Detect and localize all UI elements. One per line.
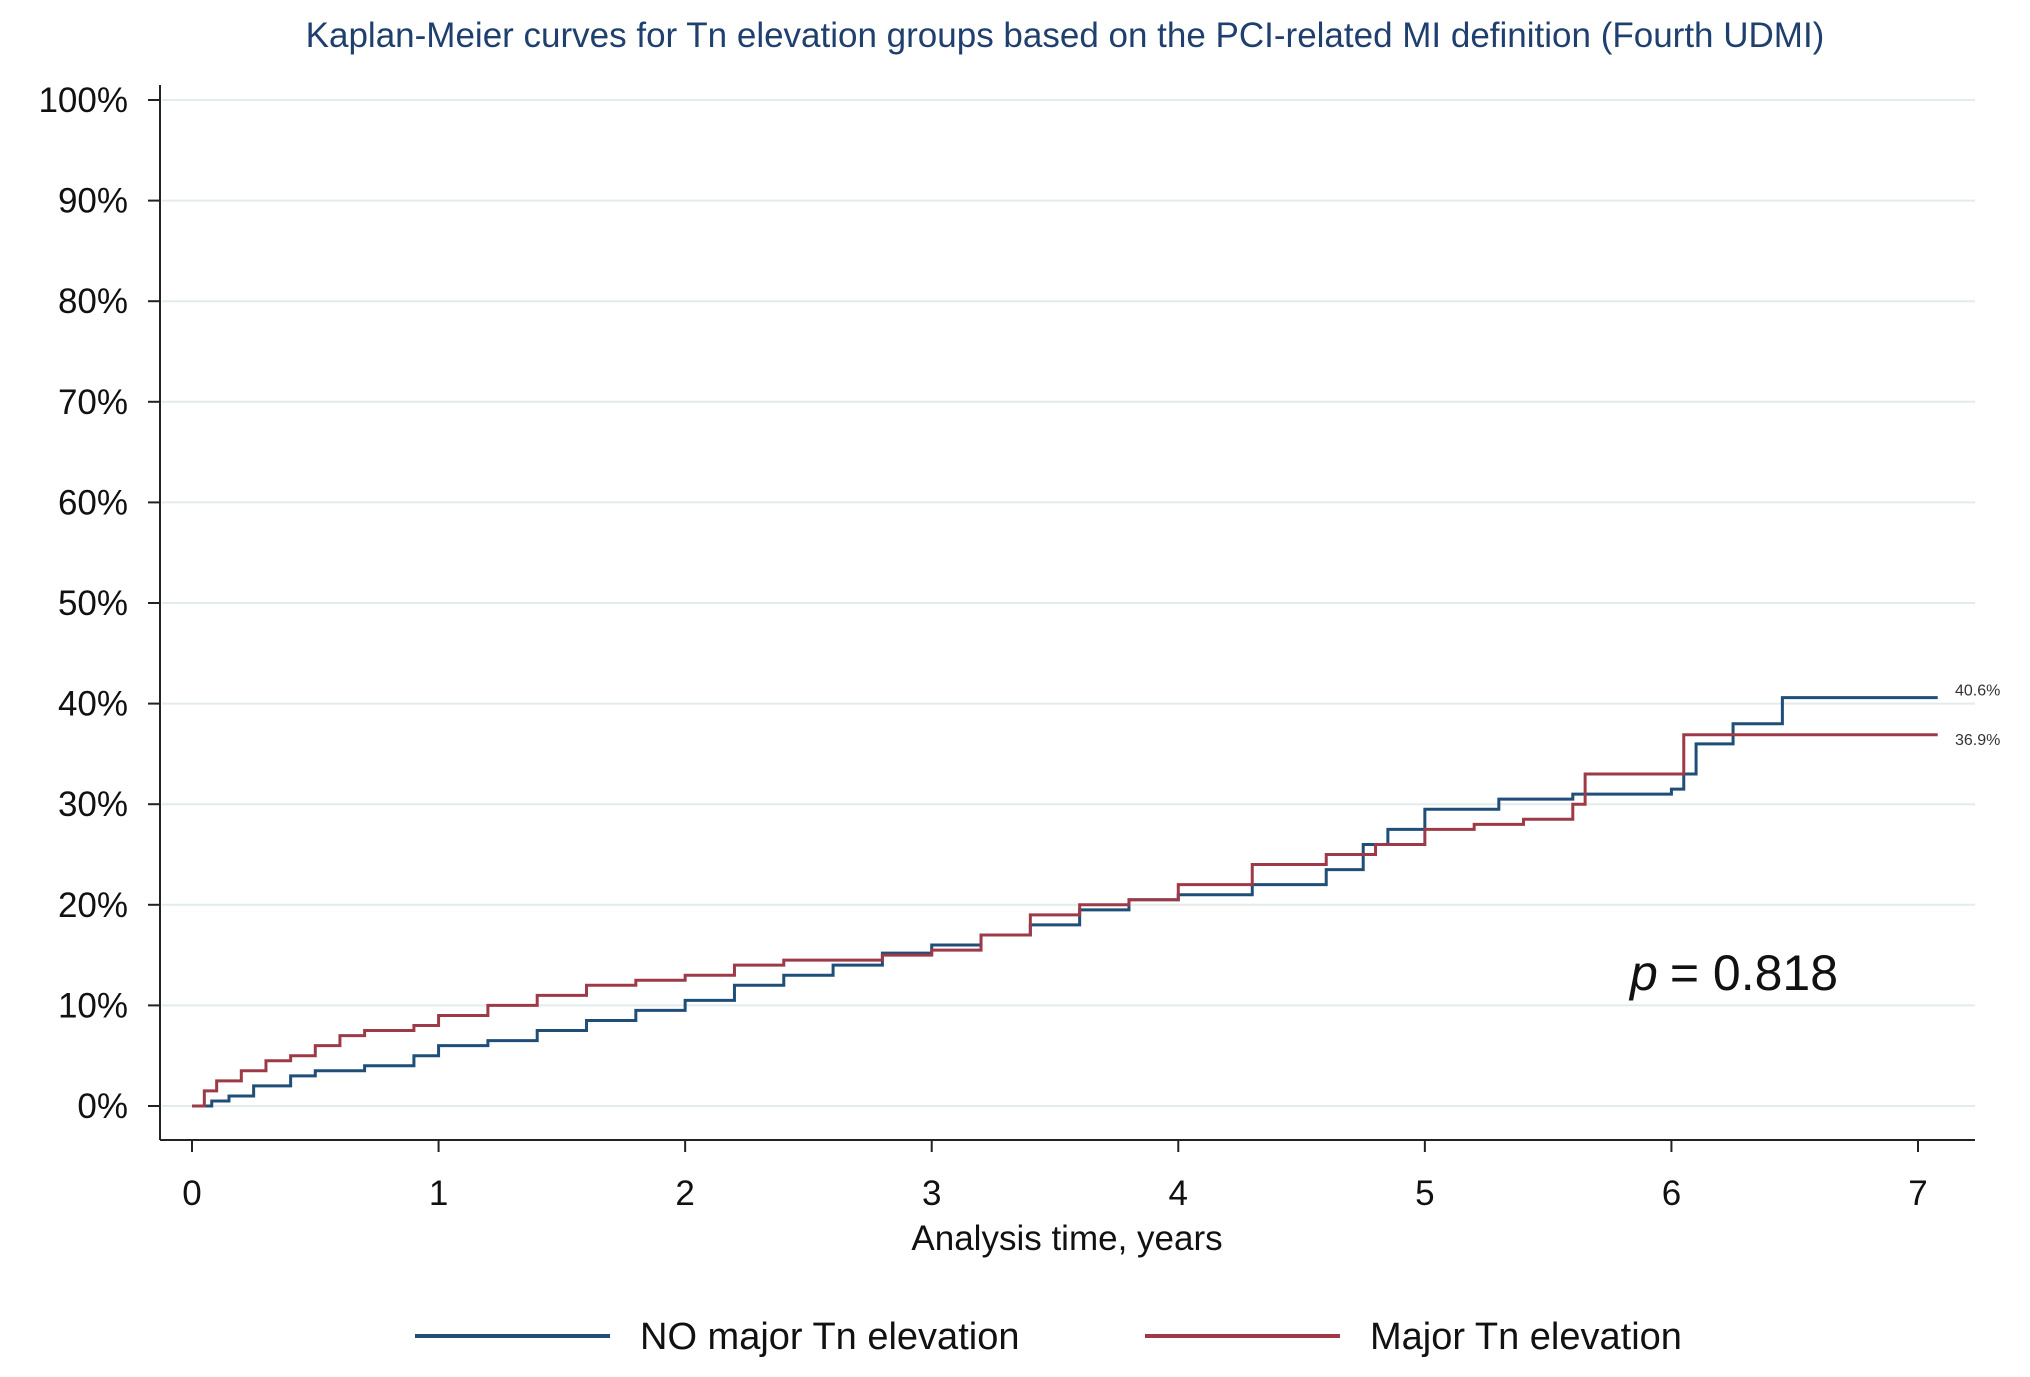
y-ticks: 0% 10% 20% 30% 40% 50% 60% 70% 80% 90% 100% bbox=[38, 81, 160, 1126]
y-tick-label: 90% bbox=[58, 182, 128, 221]
legend-label-major: Major Tn elevation bbox=[1370, 1316, 1682, 1358]
x-tick-label: 3 bbox=[922, 1174, 941, 1213]
p-value-symbol: p bbox=[1628, 945, 1658, 1001]
x-tick-label: 0 bbox=[182, 1174, 201, 1213]
axes bbox=[159, 85, 1975, 1141]
chart-title: Kaplan-Meier curves for Tn elevation gro… bbox=[306, 16, 1825, 55]
legend-label-no-major: NO major Tn elevation bbox=[640, 1316, 1019, 1358]
y-tick-label: 40% bbox=[58, 685, 128, 724]
y-tick-label: 60% bbox=[58, 483, 128, 522]
x-axis-label: Analysis time, years bbox=[911, 1219, 1222, 1258]
x-tick-label: 7 bbox=[1908, 1174, 1927, 1213]
series-end-label-1: 36.9% bbox=[1955, 732, 2000, 749]
x-ticks: 0 1 2 3 4 5 6 7 bbox=[182, 1140, 1928, 1213]
series-end-label-0: 40.6% bbox=[1955, 683, 2000, 700]
y-tick-label: 70% bbox=[58, 383, 128, 422]
series-line-1 bbox=[192, 733, 1938, 1108]
x-tick-label: 5 bbox=[1415, 1174, 1434, 1213]
y-tick-label: 0% bbox=[77, 1087, 128, 1126]
y-tick-label: 20% bbox=[58, 886, 128, 925]
x-tick-label: 4 bbox=[1169, 1174, 1188, 1213]
y-tick-label: 50% bbox=[58, 584, 128, 623]
y-tick-label: 10% bbox=[58, 986, 128, 1025]
series-lines bbox=[192, 696, 1938, 1108]
x-tick-label: 1 bbox=[429, 1174, 448, 1213]
end-labels: 40.6% 36.9% bbox=[1955, 683, 2000, 749]
x-tick-label: 2 bbox=[675, 1174, 694, 1213]
x-tick-label: 6 bbox=[1662, 1174, 1681, 1213]
y-tick-label: 100% bbox=[38, 81, 128, 120]
y-tick-label: 80% bbox=[58, 282, 128, 321]
grid-lines bbox=[162, 99, 1975, 1107]
p-value-annotation: p = 0.818 bbox=[1628, 945, 1838, 1001]
p-value-text: = 0.818 bbox=[1670, 945, 1838, 1001]
y-tick-label: 30% bbox=[58, 785, 128, 824]
legend: NO major Tn elevation Major Tn elevation bbox=[415, 1316, 1682, 1358]
